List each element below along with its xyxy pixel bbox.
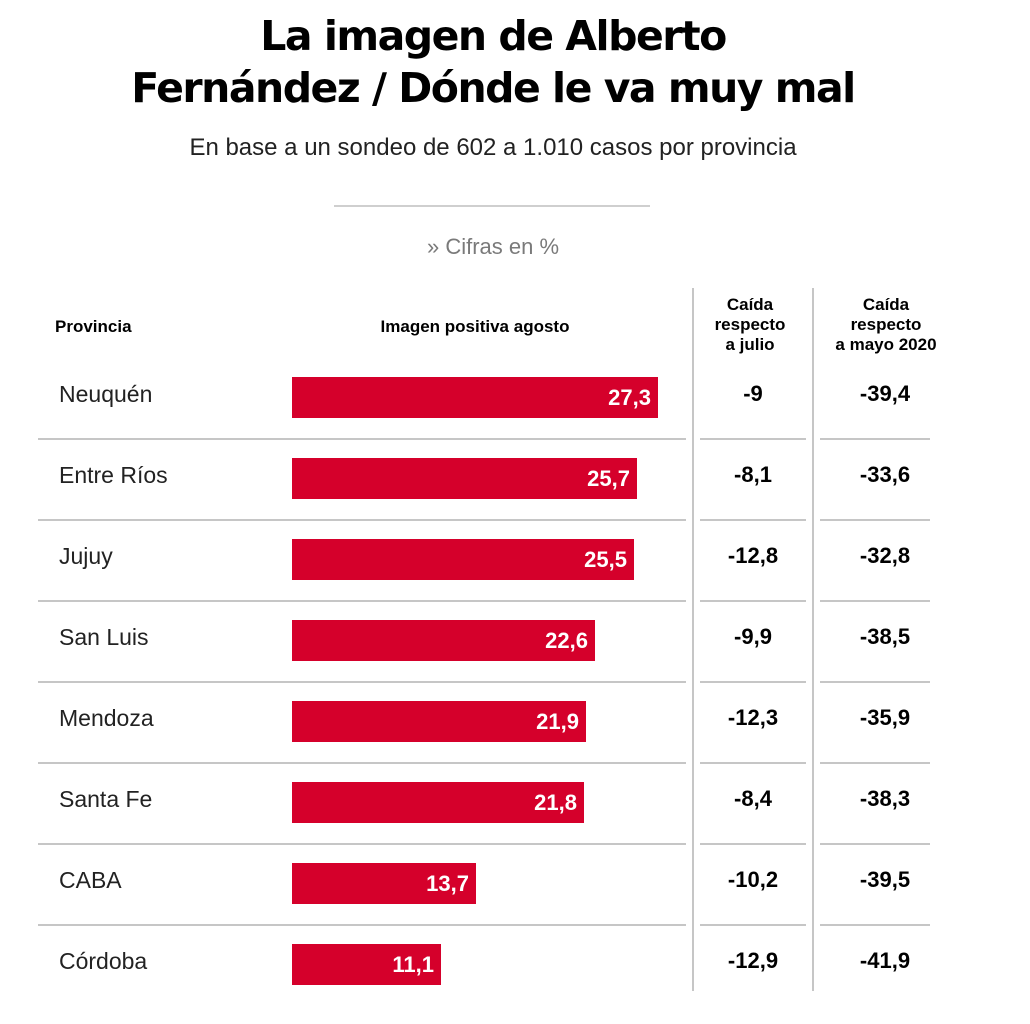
bar-value-label: 11,1 (392, 952, 434, 977)
table-row: Santa Fe 21,8 -8,4 -38,3 (0, 764, 1030, 845)
mayo-value: -39,5 (859, 867, 911, 892)
julio-value: -12,9 (727, 948, 779, 973)
province-label: Jujuy (59, 543, 113, 569)
row-separator (820, 924, 930, 926)
row-separator (38, 519, 686, 521)
table-row: Mendoza 21,9 -12,3 -35,9 (0, 683, 1030, 764)
province-label: San Luis (59, 624, 149, 650)
row-separator (820, 681, 930, 683)
province-label: Neuquén (59, 381, 153, 407)
row-separator (38, 843, 686, 845)
row-separator (38, 762, 686, 764)
mayo-value: -32,8 (859, 543, 911, 568)
bar-value-label: 22,6 (545, 628, 588, 653)
bar: 11,1 (292, 944, 441, 985)
units-note: » Cifras en % (426, 234, 560, 259)
bar-value-label: 25,7 (587, 466, 630, 491)
column-header-julio: Caída respecto a julio (714, 295, 786, 354)
julio-value: -12,8 (727, 543, 779, 568)
row-separator (700, 762, 806, 764)
bar: 13,7 (292, 863, 476, 904)
title-divider (334, 205, 650, 207)
row-separator (700, 519, 806, 521)
row-separator (38, 681, 686, 683)
bar-value-label: 25,5 (584, 547, 627, 572)
province-label: Entre Ríos (59, 462, 168, 488)
row-separator (38, 600, 686, 602)
row-separator (820, 762, 930, 764)
row-separator (820, 438, 930, 440)
julio-value: -9 (743, 381, 763, 406)
title-line-2: Fernández / Dónde le va muy mal (131, 64, 856, 112)
bar: 25,7 (292, 458, 637, 499)
column-header-image: Imagen positiva agosto (380, 317, 570, 336)
row-separator (700, 843, 806, 845)
title-line-1: La imagen de Alberto (260, 12, 727, 60)
province-label: Santa Fe (59, 786, 153, 812)
column-header-province: Provincia (55, 317, 132, 336)
mayo-value: -38,3 (859, 786, 911, 811)
chart-subtitle: En base a un sondeo de 602 a 1.010 casos… (189, 134, 797, 161)
column-header-mayo: Caída respecto a mayo 2020 (835, 295, 937, 354)
row-separator (700, 600, 806, 602)
row-separator (700, 438, 806, 440)
table-row: Jujuy 25,5 -12,8 -32,8 (0, 521, 1030, 602)
bar-value-label: 21,9 (536, 709, 579, 734)
row-separator (820, 519, 930, 521)
column-divider-1 (692, 288, 694, 991)
julio-value: -9,9 (734, 624, 772, 649)
mayo-value: -35,9 (859, 705, 911, 730)
province-label: Córdoba (59, 948, 148, 974)
julio-value: -8,1 (734, 462, 772, 487)
bar: 22,6 (292, 620, 595, 661)
bar-value-label: 27,3 (608, 385, 651, 410)
row-separator (38, 924, 686, 926)
julio-value: -8,4 (734, 786, 772, 811)
julio-value: -10,2 (727, 867, 779, 892)
row-separator (700, 681, 806, 683)
row-separator (820, 843, 930, 845)
bar-value-label: 21,8 (534, 790, 577, 815)
row-separator (700, 924, 806, 926)
mayo-value: -41,9 (859, 948, 911, 973)
table-row: Neuquén 27,3 -9 -39,4 (0, 359, 1030, 440)
table-row: San Luis 22,6 -9,9 -38,5 (0, 602, 1030, 683)
bar-value-label: 13,7 (426, 871, 469, 896)
chart-title: La imagen de Alberto Fernández / Dónde l… (0, 10, 986, 114)
mayo-value: -33,6 (859, 462, 911, 487)
bar: 27,3 (292, 377, 658, 418)
bar: 21,8 (292, 782, 584, 823)
province-label: Mendoza (59, 705, 154, 731)
table-row: Córdoba 11,1 -12,9 -41,9 (0, 926, 1030, 1007)
province-label: CABA (59, 867, 122, 893)
column-divider-2 (812, 288, 814, 991)
table-row: CABA 13,7 -10,2 -39,5 (0, 845, 1030, 926)
bar: 21,9 (292, 701, 586, 742)
julio-value: -12,3 (727, 705, 779, 730)
mayo-value: -39,4 (859, 381, 911, 406)
mayo-value: -38,5 (859, 624, 911, 649)
bar: 25,5 (292, 539, 634, 580)
table-row: Entre Ríos 25,7 -8,1 -33,6 (0, 440, 1030, 521)
row-separator (820, 600, 930, 602)
row-separator (38, 438, 686, 440)
